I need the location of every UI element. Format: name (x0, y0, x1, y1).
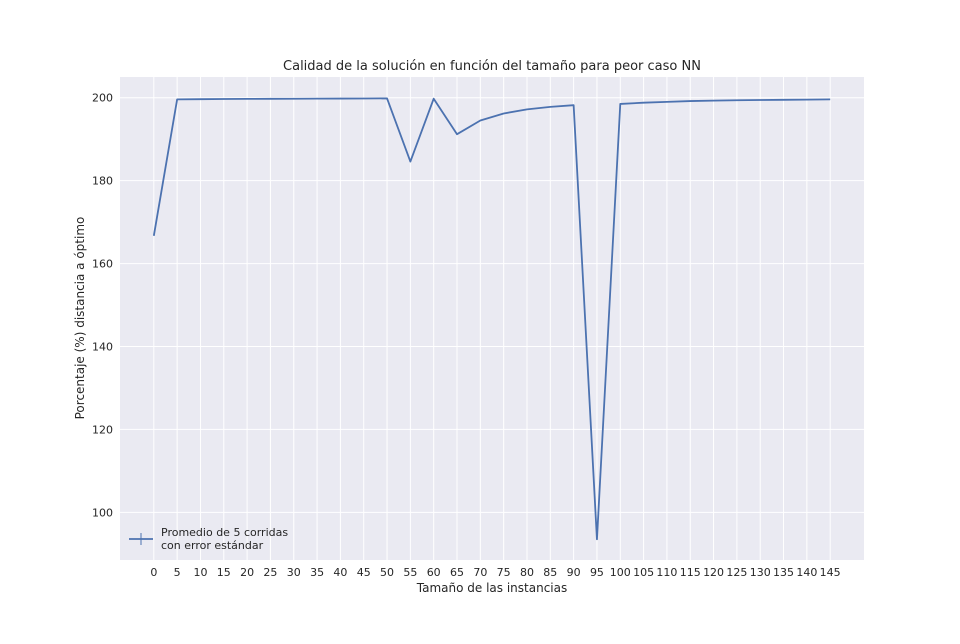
x-tick-label: 20 (240, 566, 254, 579)
x-tick-label: 35 (310, 566, 324, 579)
x-tick-label: 55 (403, 566, 417, 579)
x-tick-label: 15 (217, 566, 231, 579)
x-tick-label: 145 (820, 566, 841, 579)
x-tick-label: 90 (567, 566, 581, 579)
x-tick-label: 65 (450, 566, 464, 579)
x-tick-label: 80 (520, 566, 534, 579)
y-tick-label: 120 (92, 423, 113, 436)
x-tick-label: 45 (357, 566, 371, 579)
y-tick-label: 140 (92, 340, 113, 353)
x-tick-label: 50 (380, 566, 394, 579)
x-tick-label: 115 (680, 566, 701, 579)
x-tick-labels: 0 5 10 15 20 25 30 35 40 45 50 55 60 65 70 75 80 85 90 95 10… (150, 566, 840, 579)
y-tick-label: 200 (92, 92, 113, 105)
x-tick-label: 75 (497, 566, 511, 579)
x-tick-label: 5 (174, 566, 181, 579)
y-axis-label: Porcentaje (%) distancia a óptimo (73, 217, 87, 420)
y-tick-label: 100 (92, 506, 113, 519)
x-tick-label: 10 (193, 566, 207, 579)
y-tick-labels: 100 120 140 160 180 200 (92, 92, 113, 520)
x-tick-label: 120 (703, 566, 724, 579)
chart-title: Calidad de la solución en función del ta… (283, 59, 701, 74)
x-tick-label: 140 (796, 566, 817, 579)
x-axis-label: Tamaño de las instancias (416, 581, 567, 595)
x-tick-label: 95 (590, 566, 604, 579)
x-tick-label: 85 (543, 566, 557, 579)
x-tick-label: 130 (750, 566, 771, 579)
x-tick-label: 100 (610, 566, 631, 579)
x-tick-label: 105 (633, 566, 654, 579)
x-tick-label: 25 (263, 566, 277, 579)
x-tick-label: 135 (773, 566, 794, 579)
x-tick-label: 40 (333, 566, 347, 579)
x-tick-label: 110 (656, 566, 677, 579)
plot-area (120, 77, 864, 560)
x-tick-label: 0 (150, 566, 157, 579)
y-tick-label: 160 (92, 258, 113, 271)
x-tick-label: 30 (287, 566, 301, 579)
y-tick-label: 180 (92, 175, 113, 188)
x-tick-label: 60 (427, 566, 441, 579)
x-tick-label: 125 (726, 566, 747, 579)
x-tick-label: 70 (473, 566, 487, 579)
